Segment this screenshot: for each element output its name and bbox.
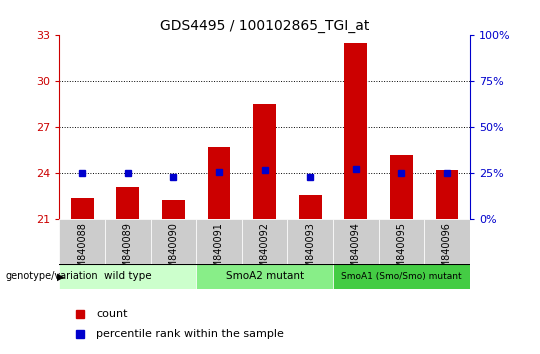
Bar — [379, 219, 424, 264]
Text: SmoA2 mutant: SmoA2 mutant — [226, 272, 303, 281]
Bar — [333, 219, 379, 264]
Bar — [71, 198, 93, 219]
Text: SmoA1 (Smo/Smo) mutant: SmoA1 (Smo/Smo) mutant — [341, 272, 462, 281]
Bar — [390, 155, 413, 219]
Bar — [287, 219, 333, 264]
Text: genotype/variation: genotype/variation — [5, 272, 98, 281]
Title: GDS4495 / 100102865_TGI_at: GDS4495 / 100102865_TGI_at — [160, 19, 369, 33]
Bar — [117, 187, 139, 219]
Bar — [59, 264, 196, 289]
Text: GSM840095: GSM840095 — [396, 222, 407, 281]
Text: ▶: ▶ — [57, 272, 64, 281]
Bar — [333, 264, 470, 289]
Text: wild type: wild type — [104, 272, 152, 281]
Bar — [196, 264, 333, 289]
Bar — [345, 43, 367, 219]
Bar — [242, 219, 287, 264]
Text: GSM840094: GSM840094 — [351, 222, 361, 281]
Bar — [436, 170, 458, 219]
Bar — [105, 219, 151, 264]
Bar — [299, 195, 322, 219]
Bar — [207, 147, 231, 219]
Bar — [424, 219, 470, 264]
Bar — [253, 104, 276, 219]
Bar — [151, 219, 196, 264]
Text: GSM840089: GSM840089 — [123, 222, 133, 281]
Text: GSM840093: GSM840093 — [305, 222, 315, 281]
Bar — [196, 219, 242, 264]
Text: GSM840096: GSM840096 — [442, 222, 452, 281]
Text: GSM840091: GSM840091 — [214, 222, 224, 281]
Text: count: count — [96, 309, 128, 319]
Bar — [162, 200, 185, 219]
Text: GSM840090: GSM840090 — [168, 222, 178, 281]
Text: GSM840092: GSM840092 — [260, 222, 269, 281]
Text: GSM840088: GSM840088 — [77, 222, 87, 281]
Text: percentile rank within the sample: percentile rank within the sample — [96, 329, 284, 339]
Bar — [59, 219, 105, 264]
